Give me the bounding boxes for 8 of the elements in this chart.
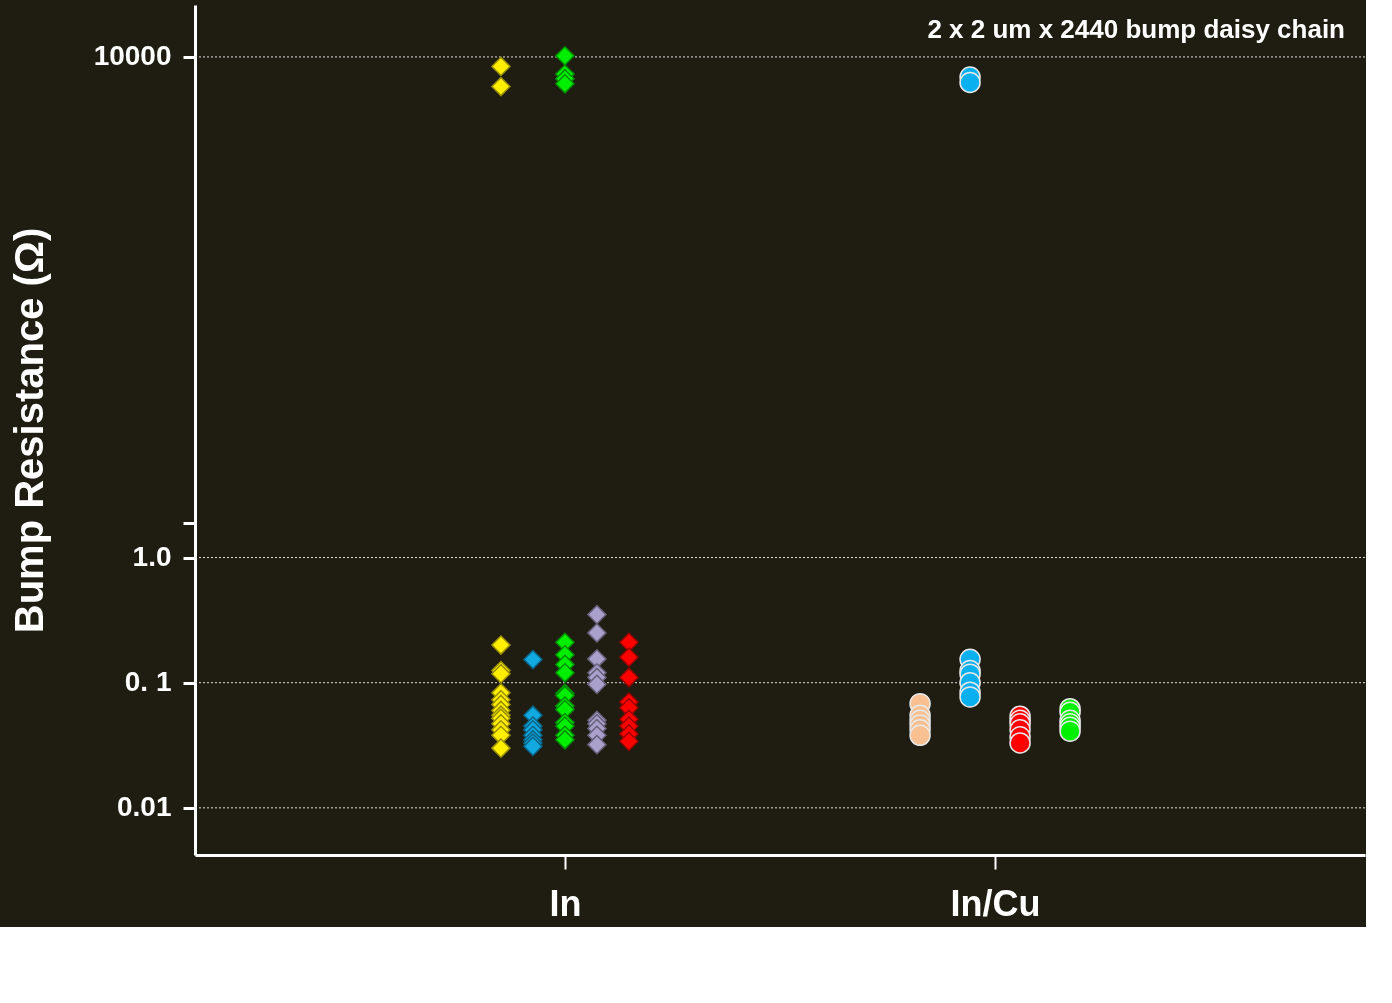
x-tick-label: In/Cu (950, 882, 1041, 924)
y-tick-label: 1.0 (132, 541, 172, 573)
annotation: 2 x 2 um x 2440 bump daisy chain (927, 14, 1345, 44)
y-tick-label: 0. 1 (124, 666, 172, 698)
y-tick-label: 0.01 (117, 791, 172, 823)
y-tick-label: 10000 (93, 40, 172, 72)
y-axis-title: Bump Resistance (Ω) (6, 227, 51, 634)
x-tick-label: In (549, 882, 582, 924)
